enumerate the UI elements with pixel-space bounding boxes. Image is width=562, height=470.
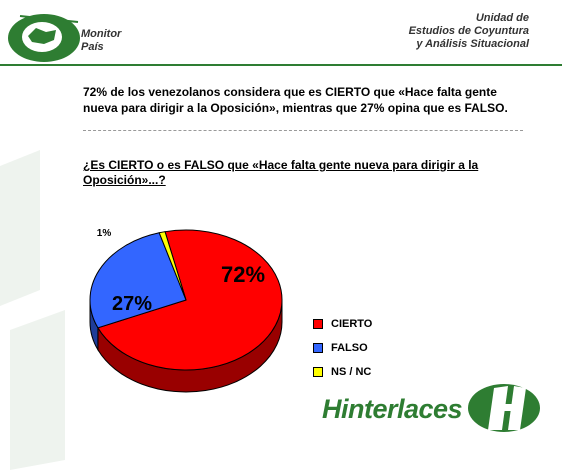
pie-chart: 72% 27% 1%	[89, 228, 283, 393]
pie-label-falso: 27%	[112, 293, 152, 315]
watermark-logo	[0, 150, 65, 470]
brand-line1: Monitor	[81, 28, 122, 40]
legend-label-falso: FALSO	[331, 342, 368, 354]
header-rule	[0, 64, 562, 66]
legend: CIERTO FALSO NS / NC	[313, 312, 372, 384]
brand-text: Monitor País	[81, 28, 121, 54]
hinterlaces-wordmark: Hinterlaces	[322, 394, 463, 424]
legend-swatch-cierto	[313, 319, 323, 329]
legend-item-falso: FALSO	[313, 336, 372, 360]
brand-line2: País	[81, 41, 104, 53]
pie-slice-nsnc	[158, 231, 187, 301]
legend-label-nsnc: NS / NC	[331, 366, 372, 378]
unit-title: Unidad de Estudios de Coyuntura y Anális…	[409, 12, 529, 51]
pie-label-nsnc: 1%	[97, 228, 112, 239]
legend-item-cierto: CIERTO	[313, 312, 372, 336]
legend-label-cierto: CIERTO	[331, 318, 373, 330]
hinterlaces-logo-icon	[468, 384, 540, 432]
legend-item-nsnc: NS / NC	[313, 360, 372, 384]
legend-swatch-nsnc	[313, 367, 323, 377]
question-text: ¿Es CIERTO o es FALSO que «Hace falta ge…	[83, 158, 479, 187]
headline: 72% de los venezolanos considera que es …	[83, 85, 508, 115]
monitor-pais-logo	[8, 14, 80, 62]
pie-slice-falso	[89, 232, 187, 329]
legend-swatch-falso	[313, 343, 323, 353]
unit-line2: Estudios de Coyuntura	[408, 25, 529, 37]
unit-line1: Unidad de	[475, 12, 529, 24]
pie-label-cierto: 72%	[221, 262, 265, 287]
dashed-divider	[83, 130, 523, 131]
unit-line3: y Análisis Situacional	[416, 38, 529, 50]
pie-slice-cierto	[97, 229, 283, 371]
